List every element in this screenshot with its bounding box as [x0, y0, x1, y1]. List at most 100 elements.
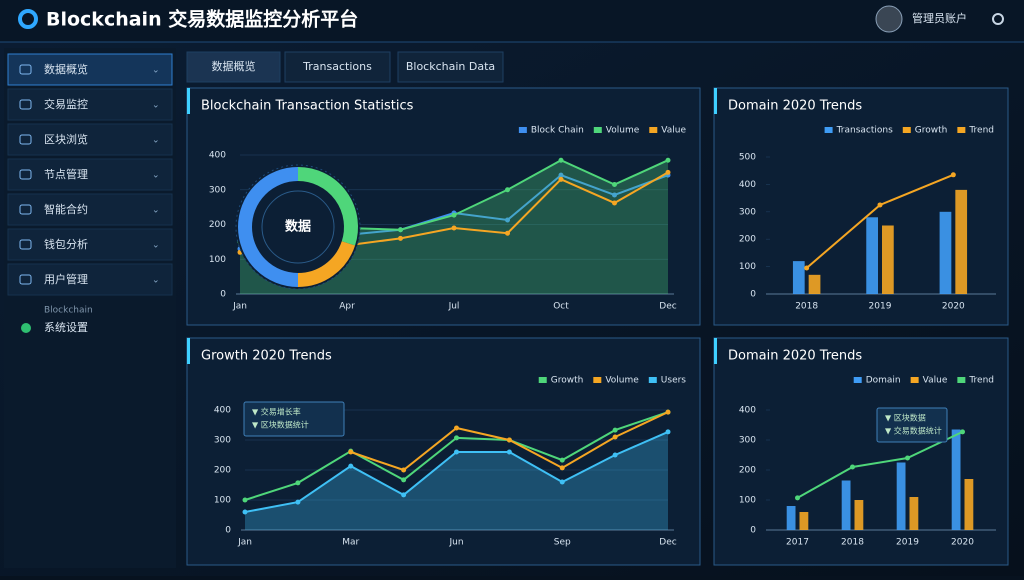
menu-item[interactable] — [7, 263, 173, 296]
menu-icon — [19, 64, 32, 75]
y-tick-label: 0 — [750, 290, 756, 300]
legend-swatch — [957, 127, 966, 133]
x-tick-label: Dec — [659, 538, 676, 548]
tab[interactable] — [284, 51, 391, 83]
tab[interactable] — [186, 51, 281, 83]
bar — [951, 429, 961, 530]
point — [612, 200, 617, 206]
point — [850, 464, 855, 470]
tab[interactable] — [397, 51, 504, 83]
menu-item[interactable] — [7, 193, 173, 226]
legend-label: Value — [661, 126, 686, 136]
point — [877, 202, 883, 208]
menu-item[interactable] — [7, 158, 173, 191]
menu-label[interactable]: 交易监控 — [44, 97, 88, 111]
legend-swatch — [649, 127, 658, 133]
point — [505, 230, 510, 236]
menu-item[interactable] — [7, 228, 173, 261]
menu-chevron: ⌄ — [152, 241, 160, 251]
menu-label[interactable]: 智能合约 — [44, 202, 88, 216]
point — [506, 437, 512, 443]
menu-icon — [19, 169, 32, 180]
point — [348, 463, 354, 469]
menu-chevron: ⌄ — [152, 136, 160, 146]
bar — [939, 211, 952, 294]
x-tick-label: 2018 — [795, 302, 818, 312]
point — [559, 479, 565, 485]
tab-label[interactable]: 数据概览 — [212, 59, 256, 73]
legend-label: Transactions — [836, 126, 893, 136]
menu-item[interactable] — [7, 123, 173, 156]
menu-chevron: ⌄ — [152, 206, 160, 216]
x-tick-label: Oct — [553, 302, 569, 312]
tooltip-text: ▼ 区块数据 — [885, 413, 926, 423]
menu-item[interactable] — [7, 53, 173, 86]
point — [401, 467, 407, 473]
point — [454, 449, 459, 455]
area — [245, 431, 668, 530]
point — [451, 212, 457, 218]
y-tick-label: 300 — [739, 207, 756, 217]
menu-label[interactable]: 用户管理 — [44, 272, 88, 286]
bar — [799, 512, 809, 530]
settings-icon[interactable] — [992, 13, 1004, 25]
y-tick-label: 200 — [209, 220, 226, 230]
bar — [896, 462, 906, 530]
menu-label[interactable]: 数据概览 — [44, 62, 88, 76]
bar — [854, 500, 864, 530]
point — [454, 435, 459, 441]
user-name[interactable]: 管理员账户 — [912, 11, 967, 25]
panel-title: Blockchain Transaction Statistics — [201, 99, 414, 114]
x-tick-label: Jan — [232, 302, 247, 312]
menu-label[interactable]: 节点管理 — [44, 167, 88, 181]
menu-label[interactable]: 系统设置 — [44, 321, 88, 334]
menu-label[interactable]: 钱包分析 — [44, 237, 88, 251]
menu-icon — [19, 239, 32, 250]
y-tick-label: 100 — [739, 496, 756, 506]
tooltip-text: ▼ 交易增长率 — [252, 407, 301, 417]
y-tick-label: 200 — [739, 466, 756, 476]
y-tick-label: 100 — [214, 496, 231, 506]
panel — [186, 337, 701, 566]
point — [559, 457, 565, 463]
menu-label[interactable]: 区块浏览 — [44, 132, 88, 146]
point — [612, 427, 618, 433]
menu-icon — [19, 134, 32, 145]
bar — [808, 274, 821, 294]
y-tick-label: 400 — [739, 406, 756, 416]
legend-label: Users — [661, 376, 687, 386]
legend-label: Trend — [968, 376, 994, 386]
avatar[interactable] — [875, 5, 903, 33]
menu-caption: Blockchain — [44, 306, 93, 316]
legend-swatch — [593, 377, 602, 383]
point — [558, 157, 564, 163]
point — [665, 157, 671, 163]
tab-label[interactable]: Blockchain Data — [406, 60, 495, 73]
point — [506, 449, 512, 455]
y-tick-label: 300 — [739, 436, 756, 446]
menu-chevron: ⌄ — [152, 66, 160, 76]
y-tick-label: 200 — [214, 466, 231, 476]
point — [612, 452, 618, 458]
point — [804, 265, 810, 271]
panel-accent — [714, 338, 717, 364]
menu-chevron: ⌄ — [152, 101, 160, 111]
point — [612, 192, 617, 198]
bar — [841, 480, 851, 530]
point — [795, 495, 800, 501]
y-tick-label: 300 — [209, 185, 226, 195]
bar — [866, 217, 878, 294]
point — [348, 449, 354, 455]
menu-chevron: ⌄ — [152, 171, 160, 181]
menu-icon — [19, 99, 32, 110]
tooltip-text: ▼ 区块数据统计 — [252, 420, 309, 430]
legend-label: Growth — [551, 376, 584, 386]
legend-label: Volume — [605, 376, 639, 386]
x-tick-label: 2020 — [951, 538, 974, 548]
menu-item[interactable] — [7, 88, 173, 121]
tab-label[interactable]: Transactions — [302, 60, 372, 73]
point — [295, 499, 301, 505]
legend-swatch — [538, 377, 547, 383]
bar — [786, 506, 796, 530]
header-bar — [0, 0, 1024, 42]
